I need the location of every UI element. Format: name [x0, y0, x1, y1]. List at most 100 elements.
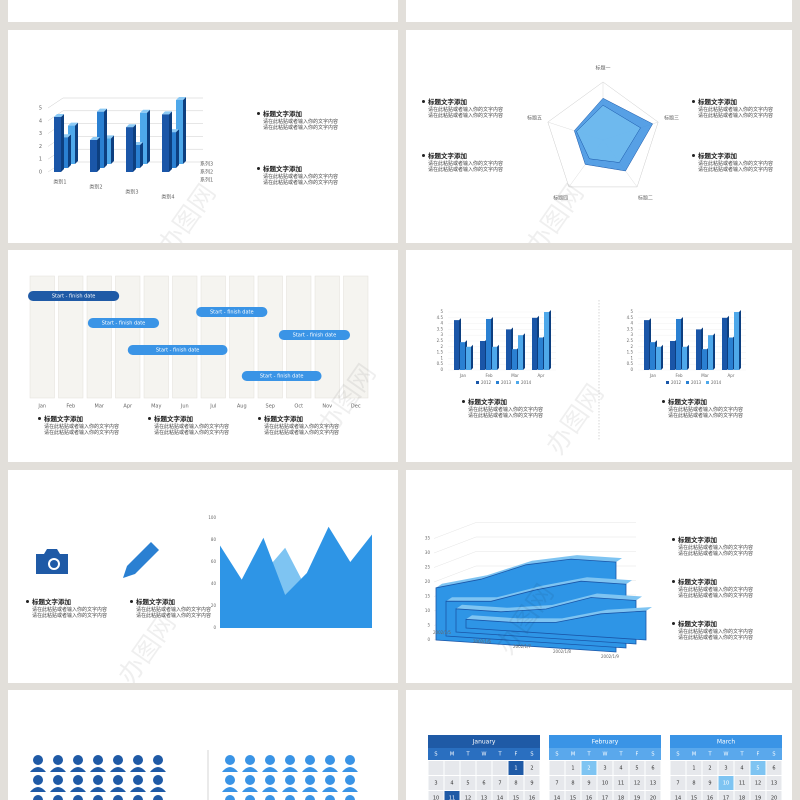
- slide: January S M T W T F S 1 2 3 4 5 6 7 8 9 10 11 12 13 14 15 16 Feb…: [406, 690, 792, 800]
- day-cell: [492, 776, 508, 790]
- text-item: 标题文字添加 请在此粘贴或者输入你的文字内容请在此粘贴或者输入你的文字内容: [672, 536, 756, 557]
- day-cell: [670, 761, 686, 775]
- bar-side: [661, 344, 663, 370]
- person-body: [90, 767, 106, 772]
- day-number: 14: [675, 796, 681, 800]
- day-number: 1: [571, 766, 574, 772]
- y-tick-label: 5: [39, 106, 42, 112]
- person-body: [342, 787, 358, 792]
- slide: [8, 690, 398, 800]
- person-head: [225, 795, 235, 800]
- legend-label: 2012: [481, 380, 492, 385]
- month-label: Feb: [66, 404, 75, 410]
- person-head: [113, 795, 123, 800]
- text-item: 标题文字添加 请在此粘贴或者输入你的文字内容请在此粘贴或者输入你的文字内容: [130, 598, 214, 619]
- day-cell: [645, 791, 661, 800]
- axis-label: 标题五: [527, 114, 542, 121]
- bar-side: [739, 310, 741, 370]
- y-tick-label: 1.5: [437, 350, 444, 355]
- area: [220, 526, 372, 628]
- day-cell: [702, 791, 718, 800]
- y-tick-label: 5: [440, 309, 443, 314]
- bar-side: [183, 97, 186, 164]
- gantt-bar: [241, 371, 322, 381]
- weekday: T: [618, 752, 623, 758]
- day-cell: [750, 761, 766, 775]
- person-body: [322, 787, 338, 792]
- y-tick-label: 80: [211, 537, 217, 542]
- y-tick-label: 15: [425, 594, 431, 599]
- person-head: [73, 755, 83, 765]
- x-tick-label: 2002/1/7: [513, 644, 531, 649]
- person-body: [130, 787, 146, 792]
- y-tick-label: 0.5: [627, 361, 634, 366]
- slide: 0 1 2 3 4 5 类别1 类别2 类别3 类别4 系列1 系列2 系列3 办图网 标题文字添加 请在此粘…: [8, 30, 398, 243]
- bullet: [462, 400, 465, 403]
- bullet: [692, 154, 695, 157]
- item-body: 请在此粘贴或者输入你的文字内容请在此粘贴或者输入你的文字内容: [678, 629, 754, 641]
- weekday: T: [465, 752, 470, 758]
- bar-side: [549, 310, 551, 370]
- bar: [486, 318, 491, 370]
- bar-side: [61, 113, 64, 172]
- bar: [169, 132, 176, 168]
- bar: [518, 335, 523, 370]
- bar-top: [162, 111, 172, 115]
- person-head: [113, 775, 123, 785]
- item-body: 请在此粘贴或者输入你的文字内容请在此粘贴或者输入你的文字内容: [678, 545, 754, 557]
- person-body: [322, 767, 338, 772]
- person-head: [325, 775, 335, 785]
- weekday: W: [482, 752, 487, 758]
- person-head: [265, 775, 275, 785]
- bar: [544, 312, 549, 370]
- bar-label: Start - finish date: [210, 310, 254, 316]
- slide: [406, 0, 792, 22]
- text-item: 标题文字添加 请在此粘贴或者输入你的文字内容请在此粘贴或者输入你的文字内容: [692, 152, 776, 173]
- day-cell: [549, 791, 565, 800]
- person-head: [53, 795, 63, 800]
- person-head: [153, 775, 163, 785]
- pencil-icon: [123, 542, 159, 578]
- day-number: 12: [755, 781, 761, 787]
- radar-area: [576, 104, 641, 163]
- bullet: [672, 580, 675, 583]
- person-head: [73, 795, 83, 800]
- x-tick-label: Apr: [728, 373, 735, 378]
- weekday: S: [530, 752, 533, 758]
- bar: [644, 320, 649, 370]
- weekday: F: [636, 752, 639, 758]
- person-head: [345, 755, 355, 765]
- day-number: 15: [513, 796, 519, 800]
- day-number: 5: [635, 766, 638, 772]
- day-number: 8: [514, 781, 517, 787]
- person-body: [150, 767, 166, 772]
- person-head: [73, 775, 83, 785]
- y-tick-label: 0: [630, 367, 633, 372]
- area-ribbon-side: [446, 577, 632, 602]
- grid-line: [433, 551, 477, 568]
- legend-swatch: [516, 381, 519, 384]
- item-title: 标题文字添加: [678, 620, 717, 628]
- x-tick-label: Feb: [675, 373, 683, 378]
- text-item: 标题文字添加 请在此粘贴或者输入你的文字内容请在此粘贴或者输入你的文字内容: [662, 398, 746, 419]
- day-number: 11: [739, 781, 745, 787]
- weekday-row: [549, 748, 661, 760]
- gantt-bar: [87, 318, 160, 328]
- bar: [126, 127, 133, 172]
- y-tick-label: 20: [425, 579, 431, 584]
- person-body: [222, 767, 238, 772]
- person-head: [285, 795, 295, 800]
- day-cell: [702, 761, 718, 775]
- month-label: May: [151, 404, 161, 410]
- bar-label: Start - finish date: [293, 333, 337, 339]
- x-tick-label: Mar: [511, 373, 519, 378]
- item-body: 请在此粘贴或者输入你的文字内容请在此粘贴或者输入你的文字内容: [698, 107, 774, 119]
- day-number: 19: [634, 796, 640, 800]
- month-label: Mar: [95, 404, 105, 410]
- bar-side: [68, 134, 71, 168]
- area-ribbon-side: [436, 555, 622, 588]
- bar: [68, 125, 75, 164]
- bar: [480, 341, 485, 370]
